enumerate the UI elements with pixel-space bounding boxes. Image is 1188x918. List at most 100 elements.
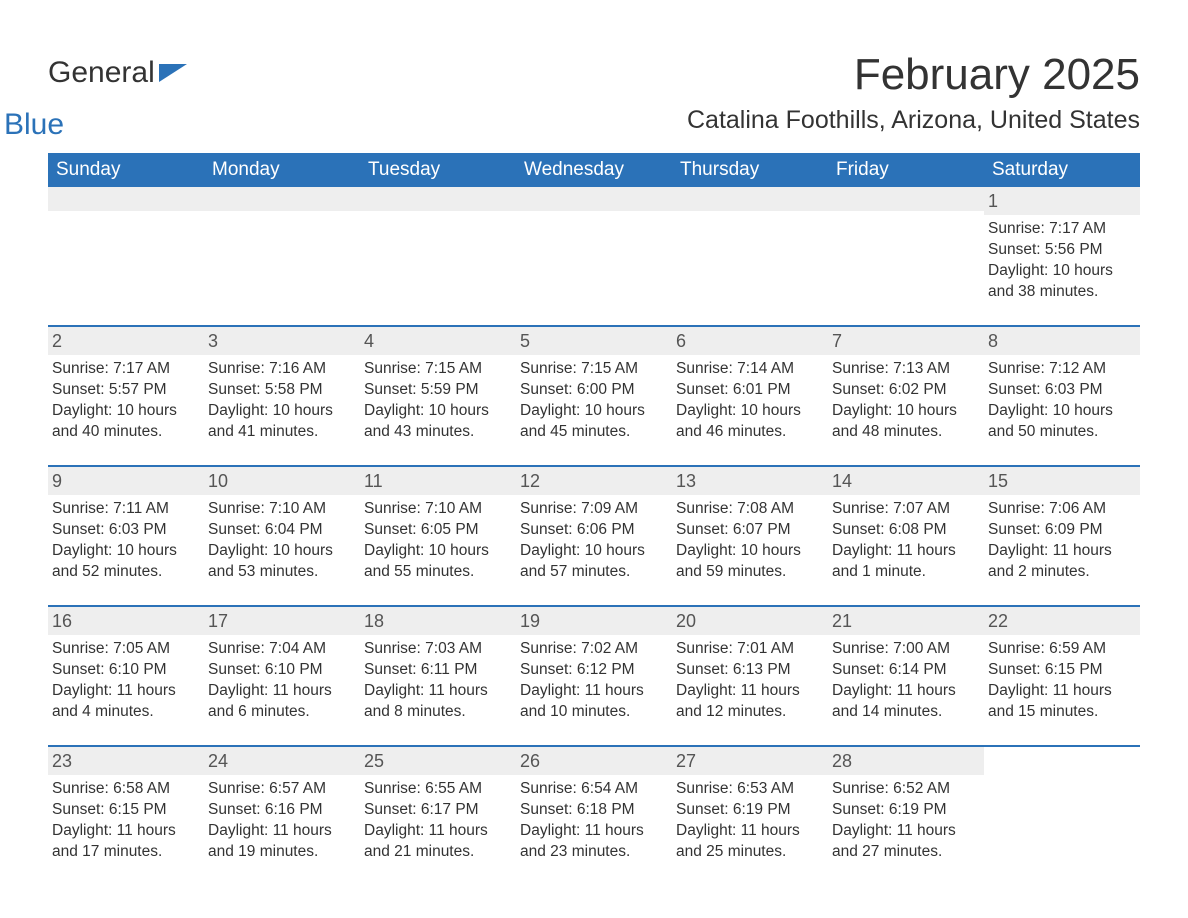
day-cell: 15 Sunrise: 7:06 AMSunset: 6:09 PMDayligh…: [984, 466, 1140, 606]
sunset-line: Sunset: 6:19 PM: [676, 800, 822, 821]
day-number: 1: [984, 187, 1140, 215]
day-cell: 21Sunrise: 7:00 AMSunset: 6:14 PMDayligh…: [828, 606, 984, 746]
daylight-line: Daylight: 10 hours and 57 minutes.: [520, 541, 666, 583]
sunset-line: Sunset: 6:15 PM: [52, 800, 198, 821]
day-number: 5: [516, 327, 672, 355]
empty-day-cell: [828, 187, 984, 326]
day-details: Sunrise: 7:13 AMSunset: 6:02 PMDaylight:…: [832, 359, 978, 443]
day-details: Sunrise: 7:16 AMSunset: 5:58 PMDaylight:…: [208, 359, 354, 443]
sunset-line: Sunset: 6:02 PM: [832, 380, 978, 401]
day-cell: 19 Sunrise: 7:02 AMSunset: 6:12 PMDayligh…: [516, 606, 672, 746]
day-cell: 11Sunrise: 7:10 AMSunset: 6:05 PMDayligh…: [360, 466, 516, 606]
sunset-line: Sunset: 6:01 PM: [676, 380, 822, 401]
weekday-header: Saturday: [984, 153, 1140, 187]
daylight-line: Daylight: 11 hours and 10 minutes.: [520, 681, 666, 723]
day-cell: 3Sunrise: 7:16 AMSunset: 5:58 PMDaylight…: [204, 326, 360, 466]
logo-word-2: Blue: [4, 108, 111, 142]
day-number: 25: [360, 747, 516, 775]
daylight-line: Daylight: 11 hours and 4 minutes.: [52, 681, 198, 723]
sunrise-line: Sunrise: 7:15 AM: [520, 359, 666, 380]
day-details: Sunrise: 7:01 AMSunset: 6:13 PMDaylight:…: [676, 639, 822, 723]
sunrise-line: Sunrise: 7:06 AM: [988, 499, 1134, 520]
sunrise-line: Sunrise: 6:57 AM: [208, 779, 354, 800]
sunrise-line: Sunrise: 6:59 AM: [988, 639, 1134, 660]
weekday-header: Thursday: [672, 153, 828, 187]
sunrise-line: Sunrise: 7:15 AM: [364, 359, 510, 380]
empty-day-bar: [48, 187, 204, 211]
day-number: 13: [672, 467, 828, 495]
day-details: Sunrise: 7:08 AMSunset: 6:07 PMDaylight:…: [676, 499, 822, 583]
sunset-line: Sunset: 6:15 PM: [988, 660, 1134, 681]
empty-day-bar: [828, 187, 984, 211]
day-details: Sunrise: 7:03 AMSunset: 6:11 PMDaylight:…: [364, 639, 510, 723]
sunrise-line: Sunrise: 7:17 AM: [988, 219, 1134, 240]
sunrise-line: Sunrise: 7:01 AM: [676, 639, 822, 660]
day-cell: 23Sunrise: 6:58 AMSunset: 6:15 PMDayligh…: [48, 746, 204, 885]
day-details: Sunrise: 6:58 AMSunset: 6:15 PMDaylight:…: [52, 779, 198, 863]
day-number: 19: [516, 607, 672, 635]
empty-day-cell: [48, 187, 204, 326]
sunset-line: Sunset: 6:16 PM: [208, 800, 354, 821]
calendar-table: SundayMondayTuesdayWednesdayThursdayFrid…: [48, 153, 1140, 885]
day-cell: 17Sunrise: 7:04 AMSunset: 6:10 PMDayligh…: [204, 606, 360, 746]
day-cell: 28Sunrise: 6:52 AMSunset: 6:19 PMDayligh…: [828, 746, 984, 885]
sunset-line: Sunset: 6:08 PM: [832, 520, 978, 541]
day-cell: 26Sunrise: 6:54 AMSunset: 6:18 PMDayligh…: [516, 746, 672, 885]
sunrise-line: Sunrise: 7:16 AM: [208, 359, 354, 380]
sunrise-line: Sunrise: 7:03 AM: [364, 639, 510, 660]
sunrise-line: Sunrise: 7:02 AM: [520, 639, 666, 660]
daylight-line: Daylight: 10 hours and 38 minutes.: [988, 261, 1134, 303]
empty-day-bar: [672, 187, 828, 211]
day-cell: 2Sunrise: 7:17 AMSunset: 5:57 PMDaylight…: [48, 326, 204, 466]
daylight-line: Daylight: 10 hours and 53 minutes.: [208, 541, 354, 583]
header-row: General Blue February 2025 Catalina Foot…: [48, 30, 1140, 147]
sunset-line: Sunset: 6:18 PM: [520, 800, 666, 821]
daylight-line: Daylight: 10 hours and 40 minutes.: [52, 401, 198, 443]
daylight-line: Daylight: 11 hours and 1 minute.: [832, 541, 978, 583]
day-number: 4: [360, 327, 516, 355]
sunset-line: Sunset: 6:14 PM: [832, 660, 978, 681]
sunset-line: Sunset: 6:12 PM: [520, 660, 666, 681]
empty-day-cell: [516, 187, 672, 326]
day-cell: 9Sunrise: 7:11 AMSunset: 6:03 PMDaylight…: [48, 466, 204, 606]
day-cell: 6Sunrise: 7:14 AMSunset: 6:01 PMDaylight…: [672, 326, 828, 466]
sunset-line: Sunset: 6:03 PM: [52, 520, 198, 541]
sunset-line: Sunset: 6:11 PM: [364, 660, 510, 681]
sunrise-line: Sunrise: 7:11 AM: [52, 499, 198, 520]
day-cell: 5Sunrise: 7:15 AMSunset: 6:00 PMDaylight…: [516, 326, 672, 466]
day-number: 22: [984, 607, 1140, 635]
empty-day-bar: [360, 187, 516, 211]
brand-logo: General Blue: [48, 30, 187, 122]
sunset-line: Sunset: 5:57 PM: [52, 380, 198, 401]
sunrise-line: Sunrise: 7:09 AM: [520, 499, 666, 520]
daylight-line: Daylight: 11 hours and 8 minutes.: [364, 681, 510, 723]
empty-day-cell: [204, 187, 360, 326]
day-cell: 8Sunrise: 7:12 AMSunset: 6:03 PMDaylight…: [984, 326, 1140, 466]
weekday-header: Wednesday: [516, 153, 672, 187]
daylight-line: Daylight: 10 hours and 48 minutes.: [832, 401, 978, 443]
week-row: 2Sunrise: 7:17 AMSunset: 5:57 PMDaylight…: [48, 326, 1140, 466]
day-details: Sunrise: 7:17 AMSunset: 5:56 PMDaylight:…: [988, 219, 1134, 303]
weekday-header: Friday: [828, 153, 984, 187]
day-number: 24: [204, 747, 360, 775]
day-cell: 13 Sunrise: 7:08 AMSunset: 6:07 PMDayligh…: [672, 466, 828, 606]
day-details: Sunrise: 7:17 AMSunset: 5:57 PMDaylight:…: [52, 359, 198, 443]
sunrise-line: Sunrise: 7:10 AM: [208, 499, 354, 520]
day-details: Sunrise: 7:14 AMSunset: 6:01 PMDaylight:…: [676, 359, 822, 443]
day-number: 28: [828, 747, 984, 775]
empty-day-cell: [984, 746, 1140, 885]
day-details: Sunrise: 7:15 AMSunset: 5:59 PMDaylight:…: [364, 359, 510, 443]
daylight-line: Daylight: 10 hours and 50 minutes.: [988, 401, 1134, 443]
daylight-line: Daylight: 11 hours and 23 minutes.: [520, 821, 666, 863]
sunset-line: Sunset: 5:59 PM: [364, 380, 510, 401]
daylight-line: Daylight: 10 hours and 43 minutes.: [364, 401, 510, 443]
day-cell: 4 Sunrise: 7:15 AMSunset: 5:59 PMDaylight…: [360, 326, 516, 466]
day-number: 15: [984, 467, 1140, 495]
day-details: Sunrise: 7:06 AMSunset: 6:09 PMDaylight:…: [988, 499, 1134, 583]
day-details: Sunrise: 6:59 AMSunset: 6:15 PMDaylight:…: [988, 639, 1134, 723]
sunrise-line: Sunrise: 7:12 AM: [988, 359, 1134, 380]
day-number: 17: [204, 607, 360, 635]
sunrise-line: Sunrise: 6:55 AM: [364, 779, 510, 800]
day-number: 10: [204, 467, 360, 495]
sunset-line: Sunset: 6:05 PM: [364, 520, 510, 541]
